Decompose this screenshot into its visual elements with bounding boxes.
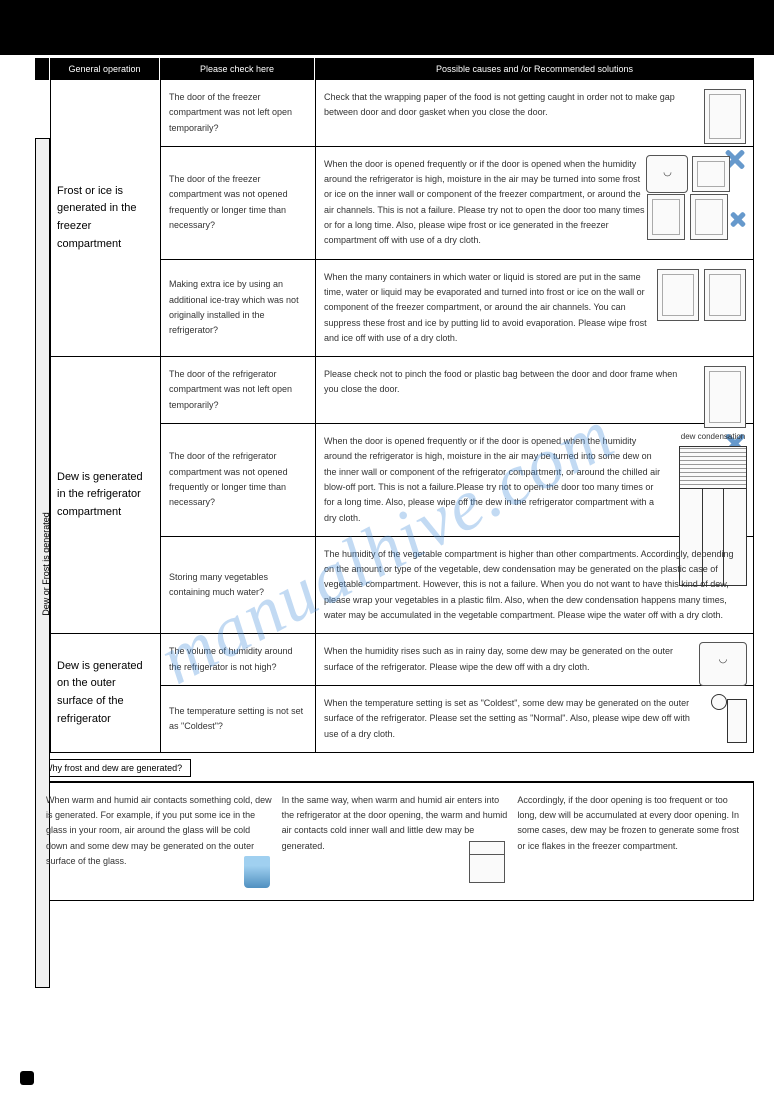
- solution-cell: Check that the wrapping paper of the foo…: [316, 80, 753, 146]
- fridge-icon: [704, 89, 746, 144]
- glass-icon: [244, 856, 270, 888]
- sub-row: Making extra ice by using an additional …: [161, 260, 753, 356]
- check-cell: The temperature setting is not set as "C…: [161, 686, 316, 752]
- solution-text: The humidity of the vegetable compartmen…: [324, 547, 745, 623]
- solution-cell: When the humidity rises such as in rainy…: [316, 634, 753, 685]
- solution-cell: When the door is opened frequently or if…: [316, 424, 753, 536]
- header-tab-spacer: [35, 58, 50, 80]
- explanation-text-1: When warm and humid air contacts somethi…: [46, 795, 272, 866]
- table-header-row: General operation Please check here Poss…: [35, 58, 754, 80]
- sub-row: The door of the freezer compartment was …: [161, 147, 753, 260]
- sub-row: Storing many vegetables containing much …: [161, 537, 753, 633]
- solution-text: When the humidity rises such as in rainy…: [324, 644, 745, 675]
- sub-row: The temperature setting is not set as "C…: [161, 686, 753, 752]
- explanation-box: When warm and humid air contacts somethi…: [35, 781, 754, 901]
- check-cell: Making extra ice by using an additional …: [161, 260, 316, 356]
- general-operation-cell: Frost or ice is generated in the freezer…: [51, 80, 161, 356]
- box-icon: [647, 194, 685, 240]
- header-check: Please check here: [160, 58, 315, 80]
- box-icon: [692, 156, 730, 192]
- person-wiping-icon: [703, 694, 747, 744]
- general-operation-cell: Dew is generated in the refrigerator com…: [51, 357, 161, 633]
- box-icon: [657, 269, 699, 321]
- solution-cell: When the temperature setting is set as "…: [316, 686, 753, 752]
- explanation-col-1: When warm and humid air contacts somethi…: [46, 793, 272, 890]
- box-icon: [704, 269, 746, 321]
- solution-text: Please check not to pinch the food or pl…: [324, 367, 745, 398]
- check-cell: The door of the freezer compartment was …: [161, 80, 316, 146]
- solution-illustration: [699, 642, 747, 686]
- fridge-small-icon: [469, 841, 505, 883]
- sub-row: The door of the refrigerator compartment…: [161, 357, 753, 424]
- header-solutions: Possible causes and /or Recommended solu…: [315, 58, 754, 80]
- sub-row: The volume of humidity around the refrig…: [161, 634, 753, 686]
- explanation-text-3: Accordingly, if the door opening is too …: [517, 795, 739, 851]
- solution-cell: Please check not to pinch the food or pl…: [316, 357, 753, 423]
- sub-rows-container: The door of the freezer compartment was …: [161, 80, 753, 356]
- solution-illustration: [656, 268, 747, 322]
- check-cell: The door of the refrigerator compartment…: [161, 424, 316, 536]
- fridge-face-icon: [646, 155, 688, 193]
- check-cell: The door of the refrigerator compartment…: [161, 357, 316, 423]
- solution-illustration: [646, 155, 747, 241]
- side-category-label: Dew or Frost is generated: [41, 464, 51, 664]
- sub-rows-container: The volume of humidity around the refrig…: [161, 634, 753, 751]
- troubleshoot-table: Frost or ice is generated in the freezer…: [50, 80, 754, 753]
- sub-row: The door of the refrigerator compartment…: [161, 424, 753, 537]
- dew-label: dew condensation: [679, 430, 747, 444]
- note-title-box: Why frost and dew are generated?: [35, 759, 191, 777]
- check-cell: Storing many vegetables containing much …: [161, 537, 316, 633]
- main-content: General operation Please check here Poss…: [0, 58, 774, 753]
- fridge-icon: [704, 366, 746, 428]
- header-general: General operation: [50, 58, 160, 80]
- solution-cell: When the many containers in which water …: [316, 260, 753, 356]
- check-cell: The volume of humidity around the refrig…: [161, 634, 316, 685]
- sub-rows-container: The door of the refrigerator compartment…: [161, 357, 753, 633]
- explanation-col-2: In the same way, when warm and humid air…: [282, 793, 508, 890]
- box-icon: [690, 194, 728, 240]
- solution-illustration: [703, 694, 747, 744]
- sub-row: The door of the freezer compartment was …: [161, 80, 753, 147]
- x-mark-icon: [729, 208, 747, 226]
- solution-text: Check that the wrapping paper of the foo…: [324, 90, 745, 121]
- table-row: Frost or ice is generated in the freezer…: [51, 80, 753, 357]
- solution-text: When the temperature setting is set as "…: [324, 696, 745, 742]
- general-operation-cell: Dew is generated on the outer surface of…: [51, 634, 161, 751]
- explanation-col-3: Accordingly, if the door opening is too …: [517, 793, 743, 890]
- table-row: Dew is generated in the refrigerator com…: [51, 357, 753, 634]
- solution-cell: When the door is opened frequently or if…: [316, 147, 753, 259]
- check-cell: The door of the freezer compartment was …: [161, 147, 316, 259]
- page-number-box: [20, 1071, 34, 1085]
- fridge-face-icon: [699, 642, 747, 686]
- solution-cell: The humidity of the vegetable compartmen…: [316, 537, 753, 633]
- top-black-bar: [0, 0, 774, 55]
- table-row: Dew is generated on the outer surface of…: [51, 634, 753, 751]
